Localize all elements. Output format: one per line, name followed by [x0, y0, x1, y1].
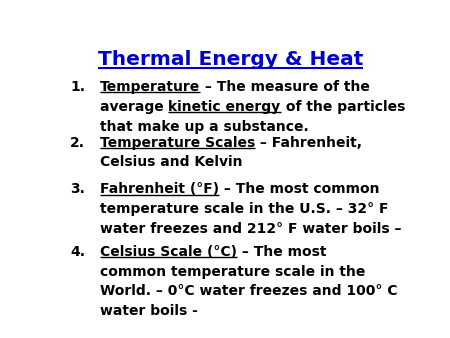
- Text: temperature scale in the U.S. – 32° F: temperature scale in the U.S. – 32° F: [100, 202, 388, 216]
- Text: 3.: 3.: [70, 183, 85, 196]
- Text: water freezes and 212° F water boils –: water freezes and 212° F water boils –: [100, 222, 401, 236]
- Text: Fahrenheit (°F): Fahrenheit (°F): [100, 183, 219, 196]
- Text: common temperature scale in the: common temperature scale in the: [100, 265, 365, 279]
- Text: – The measure of the: – The measure of the: [200, 80, 370, 94]
- Text: average: average: [100, 100, 168, 114]
- Text: water boils -: water boils -: [100, 304, 198, 318]
- Text: that make up a substance.: that make up a substance.: [100, 120, 309, 134]
- Text: Celsius Scale (°C): Celsius Scale (°C): [100, 245, 237, 259]
- Text: kinetic energy: kinetic energy: [168, 100, 281, 114]
- Text: World. – 0°C water freezes and 100° C: World. – 0°C water freezes and 100° C: [100, 284, 397, 298]
- Text: Temperature: Temperature: [100, 80, 200, 94]
- Text: 2.: 2.: [70, 136, 85, 149]
- Text: Celsius and Kelvin: Celsius and Kelvin: [100, 155, 243, 169]
- Text: 1.: 1.: [70, 80, 85, 94]
- Text: – The most: – The most: [237, 245, 326, 259]
- Text: – The most common: – The most common: [219, 183, 379, 196]
- Text: Temperature Scales: Temperature Scales: [100, 136, 255, 149]
- Text: Thermal Energy & Heat: Thermal Energy & Heat: [98, 50, 363, 69]
- Text: – Fahrenheit,: – Fahrenheit,: [255, 136, 362, 149]
- Text: of the particles: of the particles: [281, 100, 405, 114]
- Text: 4.: 4.: [70, 245, 85, 259]
